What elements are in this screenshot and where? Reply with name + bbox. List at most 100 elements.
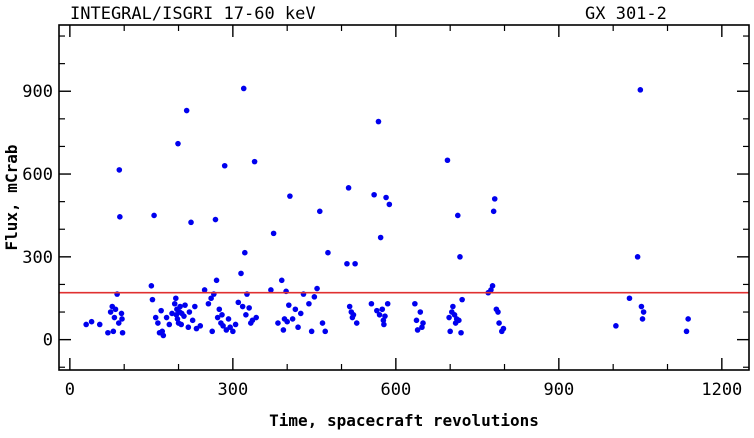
data-point [116,167,123,173]
data-point [381,321,387,328]
data-point [287,193,293,199]
data-point [213,277,220,284]
data-point [110,328,117,335]
data-point [295,324,301,331]
data-point [683,328,690,335]
data-point [227,324,233,331]
data-point [197,323,204,329]
data-point [175,140,181,147]
data-point [158,307,164,314]
x-tick-label: 1200 [701,380,742,400]
data-point [446,314,452,321]
data-point [456,317,462,324]
data-point [444,157,451,164]
data-point [377,234,384,241]
x-tick-label: 300 [217,380,248,400]
data-point [268,287,274,293]
data-point [240,85,247,92]
data-point [451,312,458,318]
data-point [188,219,194,226]
data-point [178,321,185,328]
data-point [289,316,296,322]
data-point [238,270,244,277]
data-point [414,327,421,333]
data-point [105,329,111,336]
data-point [496,320,502,326]
data-point [107,309,114,315]
data-point [685,316,691,322]
data-point [314,285,320,292]
data-point [163,314,170,321]
data-point [280,327,287,333]
data-point [214,314,221,321]
data-point [225,316,232,322]
data-point [491,196,498,202]
x-tick-label: 900 [543,380,574,400]
data-point [152,314,159,321]
data-point [96,321,103,328]
data-point [459,296,465,303]
chart-title-right: GX 301-2 [585,4,667,24]
data-point [640,309,647,315]
data-point [160,332,167,339]
data-point [151,212,157,219]
data-point [284,318,290,325]
chart-title-left: INTEGRAL/ISGRI 17-60 keV [70,4,316,24]
data-point [375,118,382,125]
data-point [382,313,388,319]
data-point [350,312,357,318]
data-point [447,328,453,335]
data-point [230,328,236,335]
data-point [118,310,125,317]
data-points [83,85,691,339]
data-point [325,249,331,256]
data-point [239,303,246,310]
data-point [242,249,248,256]
data-point [495,309,501,315]
data-point [216,306,223,313]
x-axis-ticks: 0 300 600 900 1200 [65,25,742,400]
data-point [182,302,188,308]
data-point [308,328,315,335]
data-point [297,310,304,317]
data-point [232,321,239,328]
data-point [322,328,329,335]
data-point [368,300,375,307]
data-point [221,162,228,169]
data-point [148,283,155,289]
y-tick-label: 900 [22,82,53,102]
data-point [286,302,292,308]
data-point [489,283,496,289]
data-point [344,260,350,267]
data-point [306,300,312,307]
data-point [413,317,420,324]
data-point [169,310,175,317]
data-point [613,323,619,329]
data-point [383,194,389,201]
data-point [186,309,193,315]
y-tick-label: 300 [22,248,53,268]
data-point [166,321,173,328]
y-tick-label: 600 [22,165,53,185]
data-point [155,320,161,326]
data-point [112,306,119,313]
data-point [450,303,456,310]
data-point [243,312,249,318]
data-point [371,191,377,198]
data-point [420,320,426,326]
data-point [177,303,183,310]
x-tick-label: 0 [65,380,75,400]
data-point [311,294,318,300]
data-point [212,216,219,223]
data-point [171,300,178,307]
data-point [181,313,187,319]
data-point [270,230,277,237]
data-point [201,287,208,293]
data-point [209,328,216,335]
plot-frame [58,24,750,371]
data-point [119,316,125,322]
data-point [183,107,190,114]
data-point [208,295,214,302]
data-point [634,254,641,260]
